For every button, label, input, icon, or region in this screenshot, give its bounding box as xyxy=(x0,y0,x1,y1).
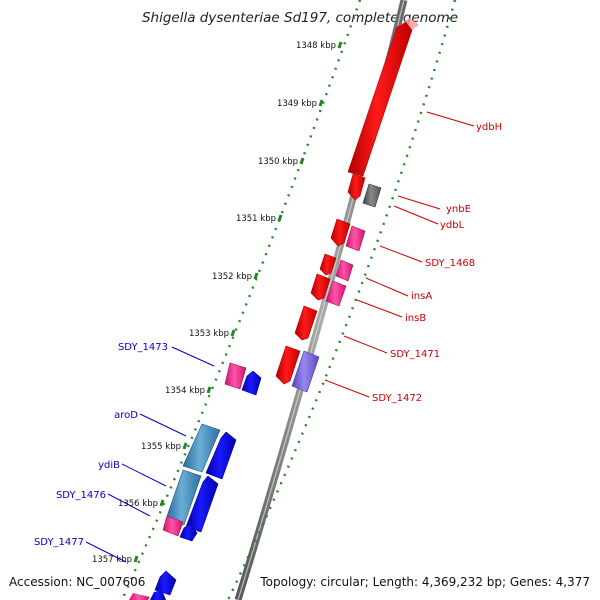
tick-mark xyxy=(299,157,305,165)
tick-mark xyxy=(253,272,259,280)
gene-arrow-SDY_1476-b[interactable] xyxy=(179,523,198,542)
leader-insB xyxy=(356,299,403,318)
gene-label-ydiB[interactable]: ydiB xyxy=(98,460,120,471)
gene-arrow-ydbH[interactable] xyxy=(347,21,413,177)
gene-arrow-SDY_1472[interactable] xyxy=(275,345,301,385)
gene-label-SDY_1471[interactable]: SDY_1471 xyxy=(390,349,440,360)
gene-label-SDY_1472[interactable]: SDY_1472 xyxy=(372,393,422,404)
gene-label-insA[interactable]: insA xyxy=(411,291,432,302)
leader-SDY_1471 xyxy=(343,335,388,354)
topology-text: Topology: circular; Length: 4,369,232 bp… xyxy=(259,575,590,589)
gene-arrow-ydbL[interactable] xyxy=(362,183,382,208)
gene-label-ydbH[interactable]: ydbH xyxy=(476,122,502,133)
gene-label-SDY_1476[interactable]: SDY_1476 xyxy=(56,490,106,501)
gene-arrows xyxy=(129,18,419,600)
leader-ydbH xyxy=(426,111,475,127)
accession-text: Accession: NC_007606 xyxy=(9,575,145,589)
gene-arrow-bottom-pink xyxy=(129,593,150,600)
gene-labels: ydbH ynbE ydbL SDY_1468 insA insB SDY_14… xyxy=(34,122,502,548)
leader-SDY_1473 xyxy=(171,346,215,367)
gene-label-SDY_1468[interactable]: SDY_1468 xyxy=(425,258,475,269)
tick-label: 1352 kbp xyxy=(212,272,252,282)
gene-arrow-SDY_1473[interactable] xyxy=(224,362,247,390)
leader-ydiB xyxy=(121,463,167,487)
tick-label: 1355 kbp xyxy=(141,442,181,452)
tick-label: 1348 kbp xyxy=(296,41,336,51)
gene-arrow-SDY_1476[interactable] xyxy=(162,515,184,537)
tick-marks: 1348 kbp 1349 kbp 1350 kbp 1351 kbp 1352 kbp… xyxy=(92,41,343,565)
gene-arrow-SDY_1468-mobile[interactable] xyxy=(345,225,366,252)
tick-label: 1351 kbp xyxy=(236,214,276,224)
gene-label-SDY_1477[interactable]: SDY_1477 xyxy=(34,537,84,548)
gene-arrow-insA-mobile[interactable] xyxy=(335,259,354,282)
leader-insA xyxy=(365,277,409,297)
gene-arrow-SDY_1473-b[interactable] xyxy=(241,370,262,396)
tick-mark xyxy=(206,386,212,394)
leader-SDY_1477 xyxy=(85,541,127,563)
gene-arrow-insB-mobile[interactable] xyxy=(325,280,347,307)
tick-label: 1353 kbp xyxy=(189,329,229,339)
tick-label: 1350 kbp xyxy=(258,157,298,167)
leader-SDY_1468 xyxy=(379,245,423,263)
gene-arrow-aroD-b[interactable] xyxy=(205,431,237,480)
gene-label-ynbE[interactable]: ynbE xyxy=(446,204,471,215)
leader-SDY_1476 xyxy=(107,493,151,517)
gene-arrow-insA[interactable] xyxy=(319,253,337,276)
tick-mark xyxy=(159,499,165,507)
gene-arrow-SDY_1477[interactable] xyxy=(154,570,177,596)
leader-ydbL xyxy=(393,205,439,225)
tick-label: 1349 kbp xyxy=(277,99,317,109)
gene-leader-lines xyxy=(85,111,475,563)
map-title: Shigella dysenteriae Sd197, complete gen… xyxy=(142,10,458,26)
tick-mark xyxy=(182,442,188,450)
tick-mark xyxy=(277,214,283,222)
gene-label-ydbL[interactable]: ydbL xyxy=(440,220,465,231)
leader-ynbE xyxy=(397,195,441,210)
gene-arrow-SDY_1471[interactable] xyxy=(294,305,318,341)
gene-arrow-SDY_1472-b[interactable] xyxy=(291,350,320,393)
gene-arrow-bottom-blue xyxy=(150,590,166,600)
tick-mark xyxy=(318,99,324,107)
gene-arrow-SDY_1468[interactable] xyxy=(330,218,351,247)
gene-arrow-insB[interactable] xyxy=(310,273,331,301)
gene-arrow-aroD[interactable] xyxy=(182,423,221,473)
tick-label: 1356 kbp xyxy=(118,499,158,509)
leader-aroD xyxy=(139,413,187,437)
tick-mark xyxy=(337,41,343,49)
tick-label: 1357 kbp xyxy=(92,555,132,565)
gene-label-aroD[interactable]: aroD xyxy=(114,410,138,421)
gene-arrow-ydiB-b[interactable] xyxy=(185,475,219,533)
leader-SDY_1472 xyxy=(324,379,370,398)
gene-label-SDY_1473[interactable]: SDY_1473 xyxy=(118,342,168,353)
gene-arrow-ynbE[interactable] xyxy=(347,173,366,201)
tick-mark xyxy=(230,329,236,337)
tick-label: 1354 kbp xyxy=(165,386,205,396)
gene-label-insB[interactable]: insB xyxy=(405,313,426,324)
tick-mark xyxy=(133,555,139,563)
gene-arrow-ydbH-cap xyxy=(397,18,419,30)
tick-ring-outer xyxy=(226,0,457,600)
